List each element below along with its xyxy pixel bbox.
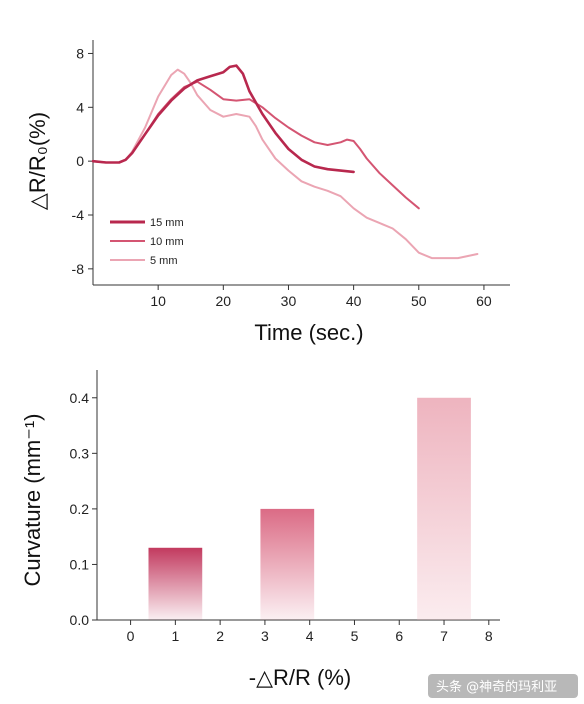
x-tick-label: 20 bbox=[216, 293, 232, 309]
x-tick-label: 3 bbox=[261, 628, 269, 644]
y-axis-label: Curvature (mm⁻¹) bbox=[20, 414, 45, 587]
x-tick-label: 4 bbox=[306, 628, 314, 644]
bar bbox=[260, 508, 315, 620]
y-tick-label: -4 bbox=[72, 207, 85, 223]
bar bbox=[417, 397, 471, 620]
x-tick-label: 2 bbox=[216, 628, 224, 644]
legend: 15 mm 10 mm 5 mm bbox=[110, 217, 184, 267]
x-tick-label: 10 bbox=[150, 293, 166, 309]
x-tick-label: 1 bbox=[171, 628, 179, 644]
y-tick-label: 0.3 bbox=[70, 445, 90, 461]
watermark-backdrop bbox=[428, 674, 578, 698]
y-axis-label: △R/R₀(%) bbox=[25, 112, 50, 210]
x-tick-label: 30 bbox=[281, 293, 297, 309]
x-axis-label: Time (sec.) bbox=[254, 320, 363, 345]
y-tick-label: 0.2 bbox=[70, 501, 90, 517]
y-tick-label: 0 bbox=[76, 153, 84, 169]
y-tick-label: 0.0 bbox=[70, 612, 90, 628]
y-tick-label: 8 bbox=[76, 45, 84, 61]
y-tick-label: 0.1 bbox=[70, 556, 90, 572]
series-line-5mm bbox=[92, 68, 479, 260]
line-chart-resistance: 840-4-8 10 20 30 40 50 60 △R/R₀(%) Time (sec.… bbox=[25, 40, 510, 345]
x-axis-label: -△R/R (%) bbox=[249, 665, 351, 690]
x-tick-label: 60 bbox=[476, 293, 492, 309]
x-tick-label: 6 bbox=[395, 628, 403, 644]
legend-label-10mm: 10 mm bbox=[150, 236, 184, 248]
y-tick-label: 0.4 bbox=[70, 390, 90, 406]
bar-chart-curvature: 0.0 0.1 0.2 0.3 0.4 0 1 2 3 4 5 6 7 8 Curvature (mm⁻… bbox=[20, 370, 500, 690]
x-tick-label: 40 bbox=[346, 293, 362, 309]
watermark-text: 头条 @神奇的玛利亚 bbox=[436, 679, 557, 695]
watermark: 头条 @神奇的玛利亚 bbox=[428, 674, 578, 698]
legend-label-5mm: 5 mm bbox=[150, 255, 178, 267]
x-tick-label: 50 bbox=[411, 293, 427, 309]
x-tick-label: 7 bbox=[440, 628, 448, 644]
x-tick-label: 0 bbox=[127, 628, 135, 644]
legend-label-15mm: 15 mm bbox=[150, 217, 184, 229]
y-tick-label: -8 bbox=[72, 261, 85, 277]
y-tick-label: 4 bbox=[76, 99, 84, 115]
bar bbox=[148, 547, 203, 620]
series-line-15mm bbox=[91, 64, 355, 174]
x-tick-label: 5 bbox=[351, 628, 359, 644]
x-tick-label: 8 bbox=[485, 628, 493, 644]
